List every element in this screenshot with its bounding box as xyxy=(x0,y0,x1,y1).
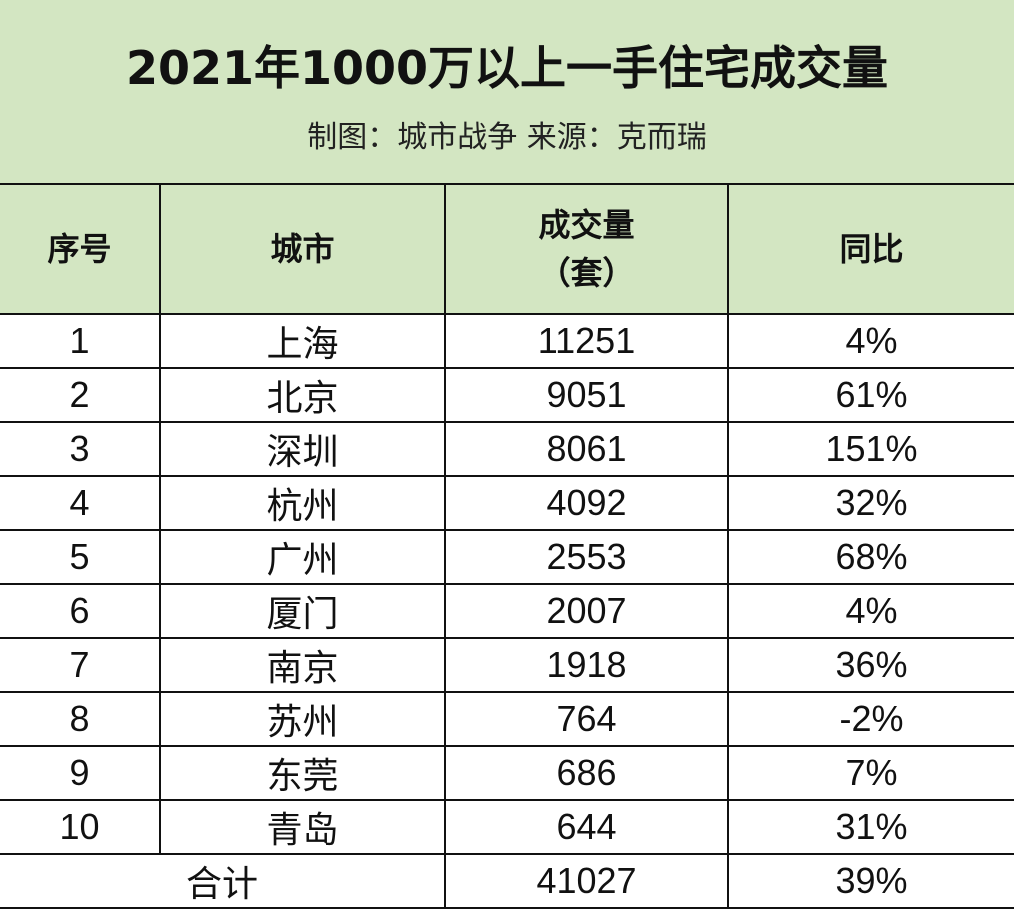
cell-city: 杭州 xyxy=(159,475,446,531)
table-row: 4 杭州 4092 32% xyxy=(0,475,1014,531)
cell-volume: 764 xyxy=(444,691,729,747)
cell-city: 广州 xyxy=(159,529,446,585)
cell-yoy: 68% xyxy=(727,529,1014,585)
cell-rank: 2 xyxy=(0,367,161,423)
cell-yoy: 36% xyxy=(727,637,1014,693)
column-header-city: 城市 xyxy=(159,183,446,315)
cell-rank: 3 xyxy=(0,421,161,477)
total-volume: 41027 xyxy=(444,853,729,909)
cell-yoy: 31% xyxy=(727,799,1014,855)
table-row: 2 北京 9051 61% xyxy=(0,367,1014,423)
cell-rank: 5 xyxy=(0,529,161,585)
cell-volume: 1918 xyxy=(444,637,729,693)
cell-volume: 644 xyxy=(444,799,729,855)
title-block: 2021年1000万以上一手住宅成交量 制图：城市战争 来源：克而瑞 xyxy=(0,0,1014,183)
column-header-yoy: 同比 xyxy=(727,183,1014,315)
cell-volume: 11251 xyxy=(444,313,729,369)
cell-volume: 4092 xyxy=(444,475,729,531)
table-row: 8 苏州 764 -2% xyxy=(0,691,1014,747)
table-row: 5 广州 2553 68% xyxy=(0,529,1014,585)
cell-volume: 2007 xyxy=(444,583,729,639)
cell-yoy: 61% xyxy=(727,367,1014,423)
cell-city: 上海 xyxy=(159,313,446,369)
cell-rank: 8 xyxy=(0,691,161,747)
cell-rank: 4 xyxy=(0,475,161,531)
total-label: 合计 xyxy=(0,853,446,909)
cell-yoy: 151% xyxy=(727,421,1014,477)
cell-rank: 1 xyxy=(0,313,161,369)
cell-city: 北京 xyxy=(159,367,446,423)
table-row: 1 上海 11251 4% xyxy=(0,313,1014,369)
cell-yoy: 4% xyxy=(727,313,1014,369)
total-yoy: 39% xyxy=(727,853,1014,909)
table-row: 10 青岛 644 31% xyxy=(0,799,1014,855)
cell-yoy: 4% xyxy=(727,583,1014,639)
column-header-volume: 成交量 （套） xyxy=(444,183,729,315)
cell-rank: 6 xyxy=(0,583,161,639)
table-row: 6 厦门 2007 4% xyxy=(0,583,1014,639)
column-header-rank: 序号 xyxy=(0,183,161,315)
table-row: 3 深圳 8061 151% xyxy=(0,421,1014,477)
table-row: 7 南京 1918 36% xyxy=(0,637,1014,693)
page-subtitle: 制图：城市战争 来源：克而瑞 xyxy=(307,120,707,155)
table-header-row: 序号 城市 成交量 （套） 同比 xyxy=(0,183,1014,315)
cell-city: 东莞 xyxy=(159,745,446,801)
table-row: 9 东莞 686 7% xyxy=(0,745,1014,801)
cell-volume: 686 xyxy=(444,745,729,801)
cell-yoy: 7% xyxy=(727,745,1014,801)
cell-volume: 9051 xyxy=(444,367,729,423)
cell-yoy: -2% xyxy=(727,691,1014,747)
cell-city: 南京 xyxy=(159,637,446,693)
cell-city: 青岛 xyxy=(159,799,446,855)
page-title: 2021年1000万以上一手住宅成交量 xyxy=(125,41,889,95)
cell-city: 深圳 xyxy=(159,421,446,477)
total-row: 合计 41027 39% xyxy=(0,853,1014,909)
cell-volume: 8061 xyxy=(444,421,729,477)
data-table: 序号 城市 成交量 （套） 同比 1 上海 11251 4% 2 北京 9051 61% 3 深圳 8… xyxy=(0,183,1014,909)
cell-rank: 9 xyxy=(0,745,161,801)
cell-yoy: 32% xyxy=(727,475,1014,531)
cell-volume: 2553 xyxy=(444,529,729,585)
cell-rank: 7 xyxy=(0,637,161,693)
cell-city: 苏州 xyxy=(159,691,446,747)
cell-rank: 10 xyxy=(0,799,161,855)
cell-city: 厦门 xyxy=(159,583,446,639)
